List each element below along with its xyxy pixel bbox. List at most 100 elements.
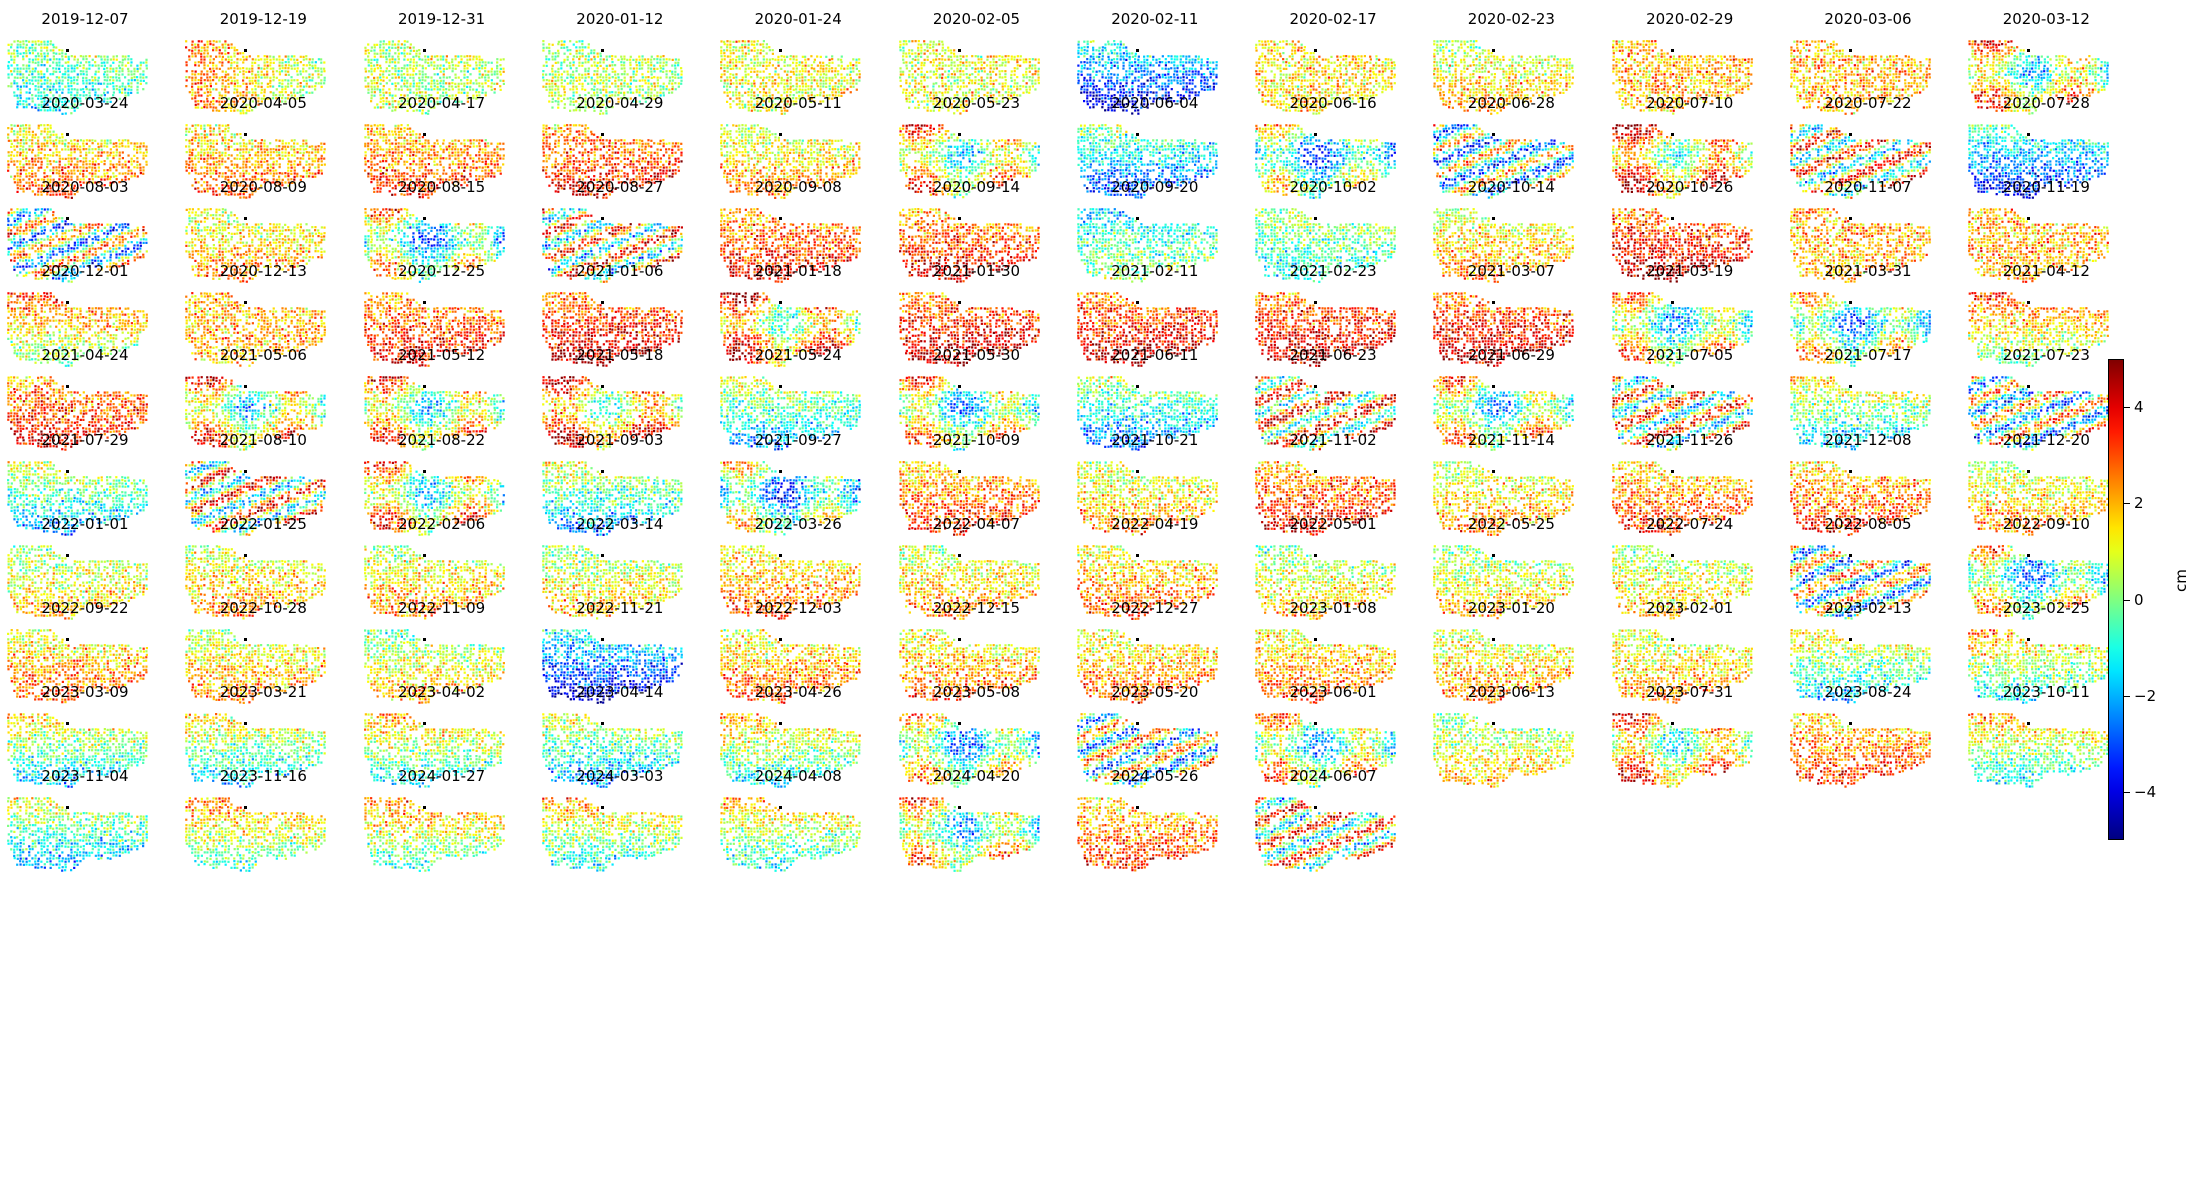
panel-date-title: 2019-12-31 — [361, 10, 523, 28]
panel-date-title: 2024-03-03 — [539, 767, 701, 785]
reference-point-marker — [958, 301, 961, 304]
reference-point-marker — [1492, 217, 1495, 220]
reference-point-marker — [601, 554, 604, 557]
reference-point-marker — [66, 301, 69, 304]
reference-point-marker — [1314, 722, 1317, 725]
reference-point-marker — [1136, 217, 1139, 220]
reference-point-marker — [1136, 301, 1139, 304]
displacement-map — [1787, 707, 1937, 791]
reference-point-marker — [1671, 722, 1674, 725]
reference-point-marker — [2027, 385, 2030, 388]
reference-point-marker — [423, 133, 426, 136]
panel-date-title: 2022-05-25 — [1430, 515, 1592, 533]
panel-date-title: 2020-06-04 — [1074, 94, 1236, 112]
reference-point-marker — [423, 722, 426, 725]
panel-date-title: 2020-02-05 — [896, 10, 1058, 28]
panel-date-title: 2020-06-28 — [1430, 94, 1592, 112]
reference-point-marker — [958, 385, 961, 388]
displacement-map — [1252, 791, 1402, 875]
panel-date-title: 2021-07-29 — [4, 431, 166, 449]
panel-date-title: 2020-09-08 — [717, 178, 879, 196]
panel-date-title: 2022-07-24 — [1609, 515, 1771, 533]
reference-point-marker — [2027, 470, 2030, 473]
map-panel: 2023-06-13 — [1430, 683, 1592, 801]
reference-point-marker — [1492, 554, 1495, 557]
panel-date-title: 2021-01-18 — [717, 262, 879, 280]
panel-date-title: 2020-04-29 — [539, 94, 701, 112]
panel-date-title: 2023-03-21 — [182, 683, 344, 701]
panel-date-title: 2021-06-23 — [1252, 346, 1414, 364]
reference-point-marker — [601, 133, 604, 136]
panel-date-title: 2023-01-20 — [1430, 599, 1592, 617]
displacement-map — [361, 791, 511, 875]
reference-point-marker — [1849, 722, 1852, 725]
reference-point-marker — [958, 217, 961, 220]
panel-date-title: 2022-11-09 — [361, 599, 523, 617]
reference-point-marker — [1492, 133, 1495, 136]
reference-point-marker — [958, 722, 961, 725]
reference-point-marker — [1314, 385, 1317, 388]
panel-date-title: 2022-09-22 — [4, 599, 166, 617]
reference-point-marker — [779, 554, 782, 557]
reference-point-marker — [1314, 49, 1317, 52]
map-panel: 2024-05-26 — [1074, 767, 1236, 885]
panel-date-title: 2022-03-26 — [717, 515, 879, 533]
reference-point-marker — [66, 49, 69, 52]
panel-date-title: 2020-09-20 — [1074, 178, 1236, 196]
reference-point-marker — [1849, 638, 1852, 641]
panel-date-title: 2020-05-23 — [896, 94, 1058, 112]
panel-date-title: 2021-07-23 — [1965, 346, 2127, 364]
reference-point-marker — [601, 722, 604, 725]
reference-point-marker — [601, 638, 604, 641]
reference-point-marker — [423, 806, 426, 809]
panel-date-title: 2024-06-07 — [1252, 767, 1414, 785]
panel-date-title: 2020-11-07 — [1787, 178, 1949, 196]
panel-date-title: 2022-12-15 — [896, 599, 1058, 617]
panel-date-title: 2021-10-09 — [896, 431, 1058, 449]
displacement-map — [717, 791, 867, 875]
panel-date-title: 2021-01-06 — [539, 262, 701, 280]
reference-point-marker — [779, 385, 782, 388]
colorbar-tick — [2124, 503, 2130, 504]
reference-point-marker — [779, 638, 782, 641]
reference-point-marker — [244, 133, 247, 136]
panel-date-title: 2021-04-12 — [1965, 262, 2127, 280]
reference-point-marker — [779, 217, 782, 220]
reference-point-marker — [1136, 722, 1139, 725]
panel-date-title: 2021-11-02 — [1252, 431, 1414, 449]
reference-point-marker — [244, 722, 247, 725]
panel-date-title: 2021-10-21 — [1074, 431, 1236, 449]
panel-date-title: 2020-03-12 — [1965, 10, 2127, 28]
reference-point-marker — [423, 301, 426, 304]
panel-date-title: 2023-04-26 — [717, 683, 879, 701]
colorbar — [2108, 359, 2124, 840]
reference-point-marker — [1492, 49, 1495, 52]
displacement-map — [1430, 707, 1580, 791]
reference-point-marker — [1492, 301, 1495, 304]
reference-point-marker — [1849, 470, 1852, 473]
map-panel: 2024-01-27 — [361, 767, 523, 885]
panel-date-title: 2022-08-05 — [1787, 515, 1949, 533]
panel-date-title: 2021-03-07 — [1430, 262, 1592, 280]
reference-point-marker — [779, 49, 782, 52]
reference-point-marker — [244, 301, 247, 304]
reference-point-marker — [1671, 470, 1674, 473]
reference-point-marker — [779, 133, 782, 136]
reference-point-marker — [66, 217, 69, 220]
reference-point-marker — [1849, 554, 1852, 557]
panel-date-title: 2022-05-01 — [1252, 515, 1414, 533]
panel-date-title: 2020-08-03 — [4, 178, 166, 196]
reference-point-marker — [1492, 385, 1495, 388]
displacement-map — [896, 791, 1046, 875]
colorbar-tick — [2124, 407, 2130, 408]
reference-point-marker — [601, 301, 604, 304]
reference-point-marker — [2027, 554, 2030, 557]
reference-point-marker — [1671, 49, 1674, 52]
panel-date-title: 2020-02-17 — [1252, 10, 1414, 28]
panel-date-title: 2023-01-08 — [1252, 599, 1414, 617]
displacement-map — [539, 791, 689, 875]
reference-point-marker — [2027, 217, 2030, 220]
map-panel: 2023-08-24 — [1787, 683, 1949, 801]
reference-point-marker — [1849, 385, 1852, 388]
reference-point-marker — [2027, 638, 2030, 641]
